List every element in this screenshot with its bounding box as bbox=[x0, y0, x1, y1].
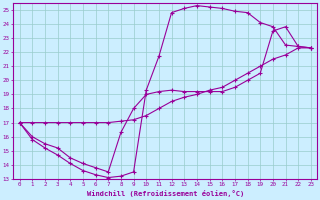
X-axis label: Windchill (Refroidissement éolien,°C): Windchill (Refroidissement éolien,°C) bbox=[87, 190, 244, 197]
